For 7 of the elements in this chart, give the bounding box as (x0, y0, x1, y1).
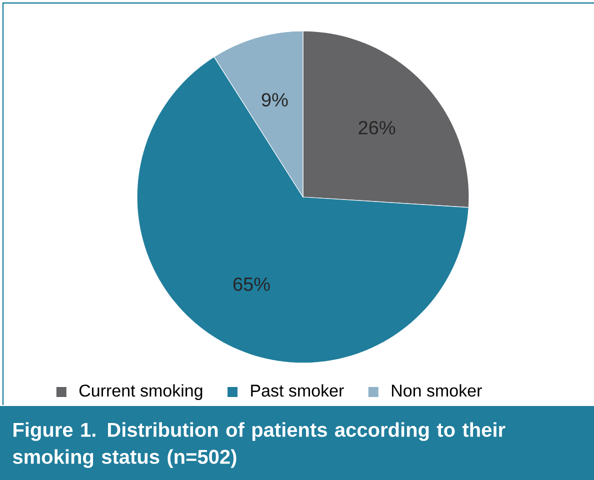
data-label: 26% (358, 120, 396, 134)
legend-label: Current smoking (79, 384, 202, 400)
legend-label: Past smoker (251, 384, 344, 397)
legend-label: Non smoker (392, 384, 482, 397)
text: Figure 1. Distribution of patients according to their smoking status (n=502) (12, 422, 506, 468)
data-label: 65% (233, 277, 270, 291)
data-label: 9% (262, 93, 288, 107)
